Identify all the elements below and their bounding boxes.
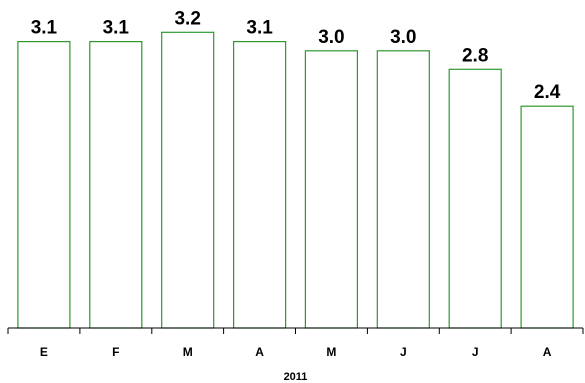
data-labels-group: 3.1 3.1 3.2 3.1 3.0 3.0 2.8 2.4 (31, 8, 561, 103)
data-label: 3.1 (31, 18, 58, 39)
x-tick-label: F (112, 345, 119, 359)
data-label: 3.1 (246, 18, 273, 39)
data-label: 3.1 (103, 18, 130, 39)
bar (448, 68, 502, 329)
bar (89, 40, 143, 329)
data-label: 3.0 (318, 27, 344, 48)
x-tick-label: M (326, 345, 336, 359)
x-tick-label: J (472, 345, 479, 359)
x-tick-label: M (183, 345, 193, 359)
data-label: 3.0 (390, 27, 416, 48)
x-tick-label: A (543, 345, 552, 359)
data-label: 2.4 (534, 82, 561, 103)
bar (304, 50, 358, 329)
bars-group (17, 31, 574, 329)
bar (233, 40, 287, 329)
x-tick-label: E (40, 345, 48, 359)
bar (520, 105, 574, 329)
x-axis-label: 2011 (284, 371, 308, 383)
bar (376, 50, 430, 329)
bar (17, 40, 71, 329)
x-axis-ticks (7, 328, 584, 334)
bar (161, 31, 215, 329)
data-label: 2.8 (462, 45, 488, 66)
data-label: 3.2 (174, 8, 200, 29)
x-tick-label: J (400, 345, 407, 359)
x-tick-label: A (255, 345, 264, 359)
